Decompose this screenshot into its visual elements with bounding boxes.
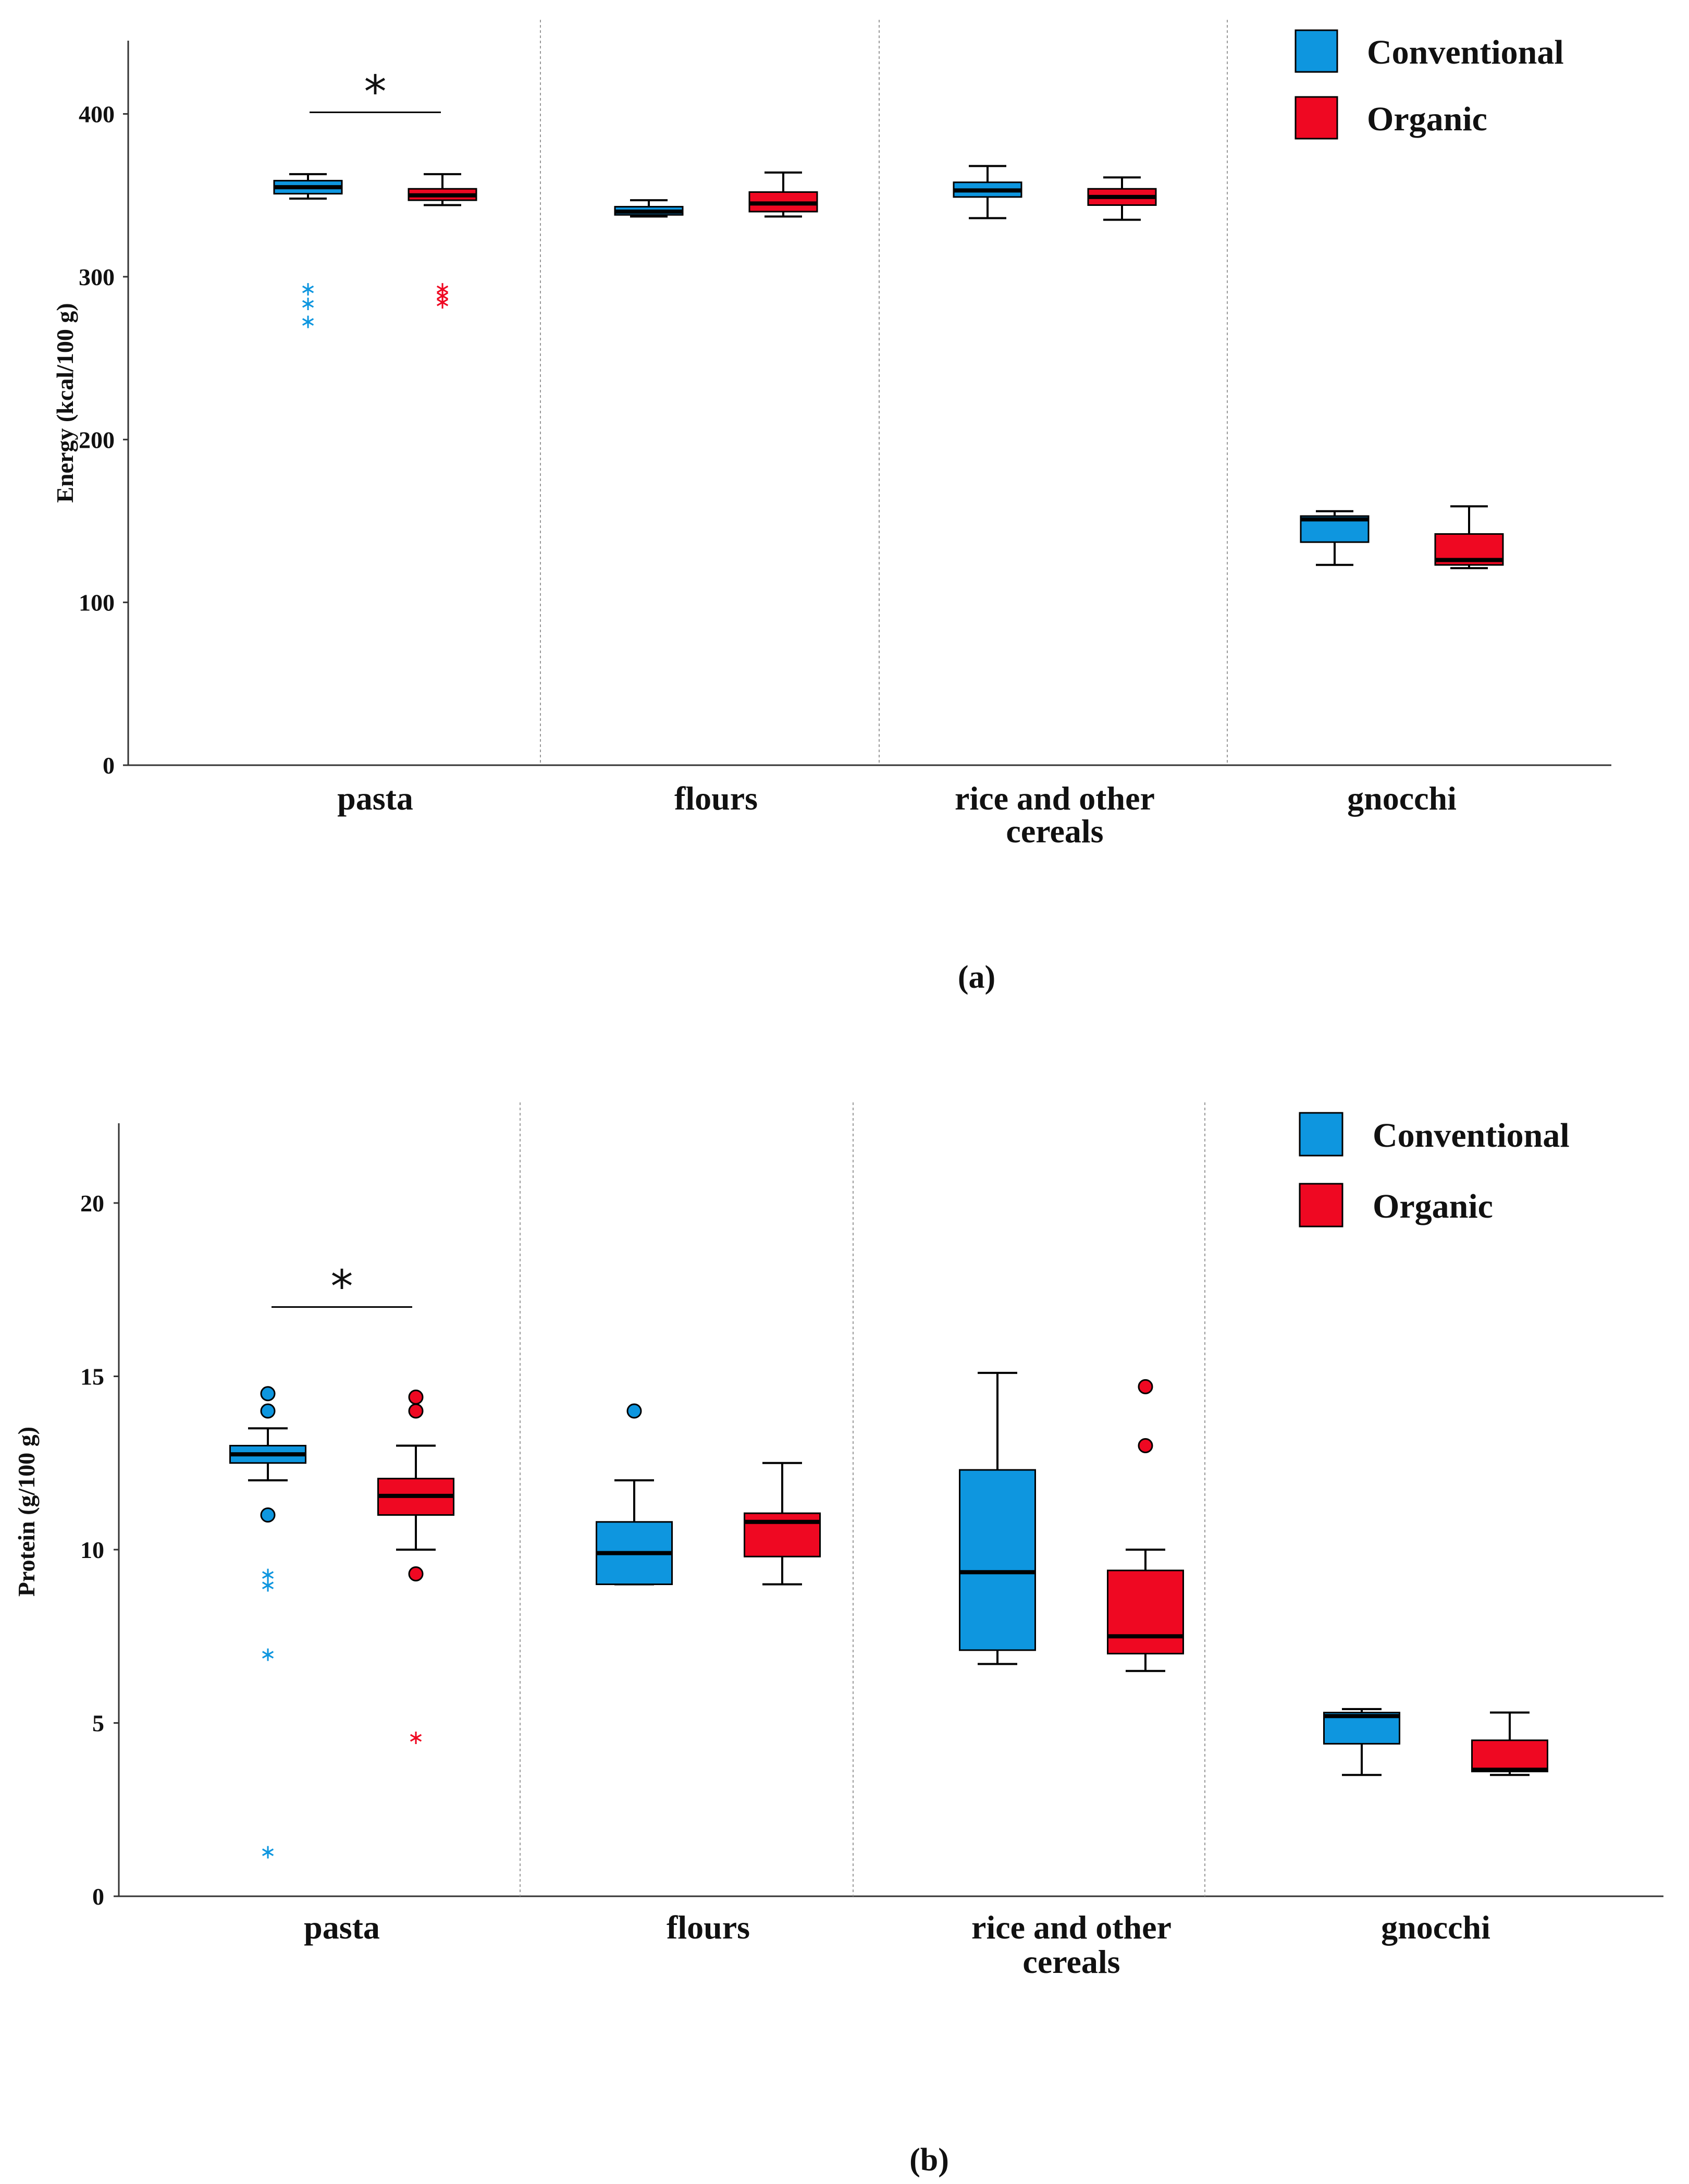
- box-conventional-pasta: ∗∗∗: [273, 173, 343, 333]
- panel-label: (b): [909, 2142, 949, 2178]
- category-label: pasta: [337, 780, 413, 817]
- box-iqr: [744, 1512, 821, 1557]
- outlier-star: ∗: [300, 292, 316, 315]
- category-label: cereals: [1006, 813, 1103, 850]
- legend-label-organic: Organic: [1367, 100, 1487, 138]
- outlier-circle: [1138, 1438, 1153, 1453]
- y-tick-label: 400: [79, 101, 115, 128]
- outlier-star: ∗: [260, 1573, 276, 1596]
- legend-label-conventional: Conventional: [1373, 1116, 1570, 1155]
- category-label: rice and other: [955, 780, 1155, 817]
- significance-marker: *: [331, 1260, 353, 1312]
- box-conventional-flours: [614, 199, 684, 218]
- category-label: pasta: [304, 1909, 380, 1946]
- legend-swatch-conventional: [1299, 1112, 1343, 1157]
- outlier-circle: [260, 1507, 276, 1523]
- legend: Conventional Organic: [1299, 1112, 1570, 1228]
- significance-marker: *: [364, 66, 387, 118]
- box-organic-rice-and-other: [1107, 1379, 1184, 1672]
- outlier-circle: [408, 1389, 424, 1405]
- category-label: gnocchi: [1347, 780, 1457, 817]
- y-tick-label: 100: [79, 590, 115, 616]
- y-tick-label: 20: [80, 1190, 104, 1217]
- y-tick-label: 15: [80, 1363, 104, 1390]
- outlier-circle: [626, 1403, 642, 1419]
- panel-b: 0 5 10 15 20 Protein (g/100 g) pasta flours rice…: [13, 1102, 1663, 2178]
- outlier-star: ∗: [260, 1841, 276, 1863]
- y-tick-label: 10: [80, 1537, 104, 1563]
- box-organic-rice-and-other: [1087, 176, 1157, 221]
- legend-label-organic: Organic: [1373, 1187, 1493, 1225]
- outlier-star: ∗: [434, 284, 451, 306]
- outlier-circle: [408, 1566, 424, 1582]
- y-tick-label: 0: [103, 752, 115, 779]
- outlier-star: ∗: [434, 290, 451, 313]
- panel-label: (a): [958, 960, 995, 995]
- outlier-circle: [1138, 1379, 1153, 1394]
- outlier-star: ∗: [434, 277, 451, 300]
- box-organic-flours: [744, 1462, 821, 1586]
- y-tick-label: 300: [79, 264, 115, 290]
- legend-swatch-organic: [1299, 1183, 1343, 1228]
- panel-a: 0 100 200 300 400 Energy (kcal/100 g) pasta flo…: [52, 20, 1611, 995]
- y-axis-title: Energy (kcal/100 g): [52, 303, 78, 502]
- category-label: flours: [667, 1909, 750, 1946]
- category-label: rice and other: [971, 1909, 1172, 1946]
- outlier-star: ∗: [300, 277, 316, 300]
- box-conventional-gnocchi: [1300, 510, 1370, 566]
- outlier-circle: [260, 1403, 276, 1419]
- box-conventional-rice-and-other: [953, 165, 1022, 219]
- box-conventional-pasta: ∗∗∗∗: [229, 1386, 306, 1863]
- outlier-circle: [408, 1403, 424, 1419]
- category-label: flours: [674, 780, 758, 817]
- y-tick-label: 5: [92, 1710, 104, 1736]
- box-conventional-rice-and-other: [959, 1371, 1036, 1665]
- outlier-star: ∗: [260, 1563, 276, 1586]
- category-label: cereals: [1022, 1943, 1120, 1980]
- y-tick-label: 200: [79, 426, 115, 453]
- y-tick-label: 0: [92, 1883, 104, 1910]
- outlier-star: ∗: [260, 1642, 276, 1665]
- box-organic-pasta: ∗∗∗: [408, 173, 477, 313]
- box-iqr: [1107, 1569, 1184, 1654]
- box-organic-flours: [748, 171, 818, 218]
- box-conventional-flours: [596, 1403, 673, 1586]
- legend-swatch-conventional: [1295, 29, 1338, 73]
- legend: Conventional Organic: [1295, 29, 1564, 140]
- legend-label-conventional: Conventional: [1367, 33, 1564, 71]
- category-label: gnocchi: [1381, 1909, 1490, 1946]
- box-organic-gnocchi: [1471, 1711, 1548, 1776]
- box-iqr: [959, 1469, 1036, 1651]
- y-axis-title: Protein (g/100 g): [13, 1427, 40, 1597]
- box-conventional-gnocchi: [1323, 1708, 1400, 1776]
- outlier-star: ∗: [408, 1726, 424, 1749]
- box-organic-pasta: ∗: [377, 1389, 454, 1749]
- box-iqr: [1471, 1739, 1548, 1773]
- outlier-star: ∗: [300, 310, 316, 333]
- outlier-circle: [260, 1386, 276, 1402]
- box-organic-gnocchi: [1434, 505, 1504, 570]
- legend-swatch-organic: [1295, 96, 1338, 140]
